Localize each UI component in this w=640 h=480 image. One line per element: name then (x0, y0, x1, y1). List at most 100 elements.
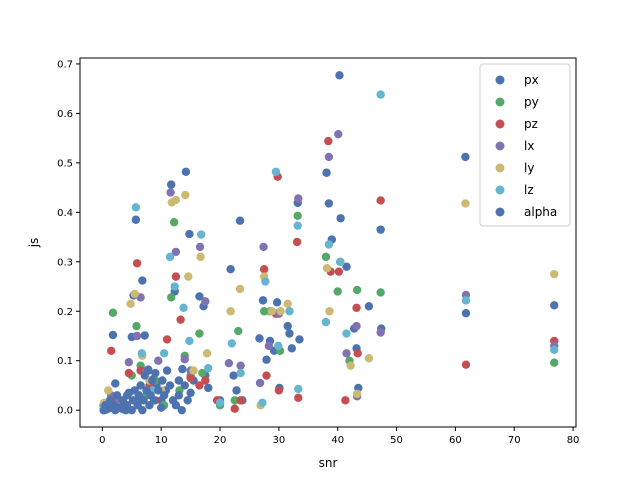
data-point-lz (236, 368, 245, 378)
data-point-pz (195, 381, 204, 390)
data-point-py (169, 218, 179, 227)
data-point-px (111, 379, 120, 388)
data-point-py (376, 288, 385, 297)
data-point-px (336, 214, 345, 223)
data-point-py (132, 321, 141, 331)
y-tick-label: 0.2 (57, 307, 73, 318)
data-point-ly (226, 307, 235, 316)
x-axis-label: snr (319, 456, 338, 470)
axes-frame (79, 57, 577, 428)
data-point-alpha (158, 376, 167, 385)
data-point-py (230, 396, 239, 405)
data-point-lz (165, 252, 175, 262)
data-point-alpha (156, 403, 166, 412)
data-point-px (195, 292, 204, 301)
data-point-alpha (136, 381, 145, 390)
y-tick-label: 0.5 (57, 158, 73, 169)
data-point-alpha (171, 401, 181, 410)
data-point-ly (235, 284, 245, 294)
data-point-px (324, 199, 334, 208)
data-point-py (352, 285, 362, 295)
x-tick-label: 50 (390, 435, 403, 446)
x-tick-label: 40 (331, 435, 344, 446)
data-point-px (272, 298, 282, 307)
data-point-lz (335, 257, 345, 266)
data-point-pz (341, 396, 350, 405)
data-point-lx (324, 152, 334, 162)
markers (99, 71, 559, 415)
data-point-lx (342, 349, 351, 358)
data-point-ly (461, 199, 470, 208)
data-point-lz (185, 336, 194, 346)
data-point-lz (324, 240, 334, 249)
data-point-px (174, 376, 184, 385)
data-point-alpha (138, 405, 147, 415)
data-point-ly (130, 289, 139, 299)
data-point-alpha (148, 376, 157, 385)
data-point-px (185, 229, 194, 239)
data-point-px (295, 335, 304, 344)
data-point-px (131, 215, 141, 224)
y-tick-label: 0.7 (57, 59, 73, 70)
y-tick-label: 0.1 (57, 356, 73, 367)
legend-label-pz: pz (524, 117, 538, 131)
legend-marker-lx (495, 141, 505, 151)
x-tick-label: 10 (155, 435, 168, 446)
data-point-py (195, 329, 204, 338)
data-point-px (138, 276, 147, 285)
data-point-alpha (180, 381, 189, 390)
data-point-ly (325, 307, 334, 316)
data-point-lx (124, 358, 134, 367)
data-point-py (166, 293, 176, 302)
data-point-ly (126, 299, 135, 309)
legend-marker-ly (495, 163, 505, 173)
data-point-lz (159, 349, 169, 358)
data-point-ly (322, 264, 332, 273)
data-point-pz (124, 368, 134, 378)
data-point-ly (267, 307, 277, 316)
data-point-pz (376, 196, 385, 205)
data-point-px (229, 371, 238, 380)
data-point-lx (201, 297, 210, 306)
data-point-lz (179, 303, 188, 312)
data-point-px (181, 167, 191, 176)
data-point-pz (162, 335, 172, 344)
x-tick-label: 80 (567, 435, 580, 446)
data-point-py (234, 326, 243, 336)
data-point-lz (170, 282, 179, 291)
y-axis-label: js (27, 238, 41, 249)
y-tick-label: 0.6 (57, 109, 73, 120)
data-point-pz (259, 265, 269, 274)
data-point-lx (224, 358, 234, 368)
data-point-px (364, 302, 374, 311)
data-point-lx (352, 321, 361, 331)
data-point-lx (376, 328, 385, 337)
data-point-lz (285, 307, 294, 316)
x-tick-label: 70 (508, 435, 521, 446)
data-point-lz (294, 384, 303, 394)
legend-marker-py (495, 97, 505, 107)
data-point-pz (324, 136, 333, 146)
data-point-ly (346, 361, 355, 370)
data-point-ly (276, 307, 285, 316)
data-point-pz (186, 373, 195, 383)
legend-label-lz: lz (524, 183, 534, 197)
y-tick-label: 0.4 (57, 208, 73, 219)
data-point-lx (294, 194, 303, 203)
data-point-py (198, 368, 207, 378)
data-point-pz (274, 386, 284, 395)
data-point-ly (283, 299, 292, 309)
data-point-alpha (183, 396, 192, 405)
data-point-pz (176, 315, 185, 324)
data-point-lz (137, 349, 146, 358)
data-point-px (204, 383, 213, 393)
data-point-pz (236, 396, 245, 405)
data-point-alpha (139, 396, 148, 405)
data-point-py (108, 308, 118, 317)
data-point-alpha (159, 391, 169, 400)
data-point-alpha (144, 366, 153, 375)
data-point-px (108, 330, 118, 340)
data-point-ly (202, 349, 212, 358)
data-point-pz (292, 237, 302, 247)
legend-marker-pz (495, 119, 505, 129)
